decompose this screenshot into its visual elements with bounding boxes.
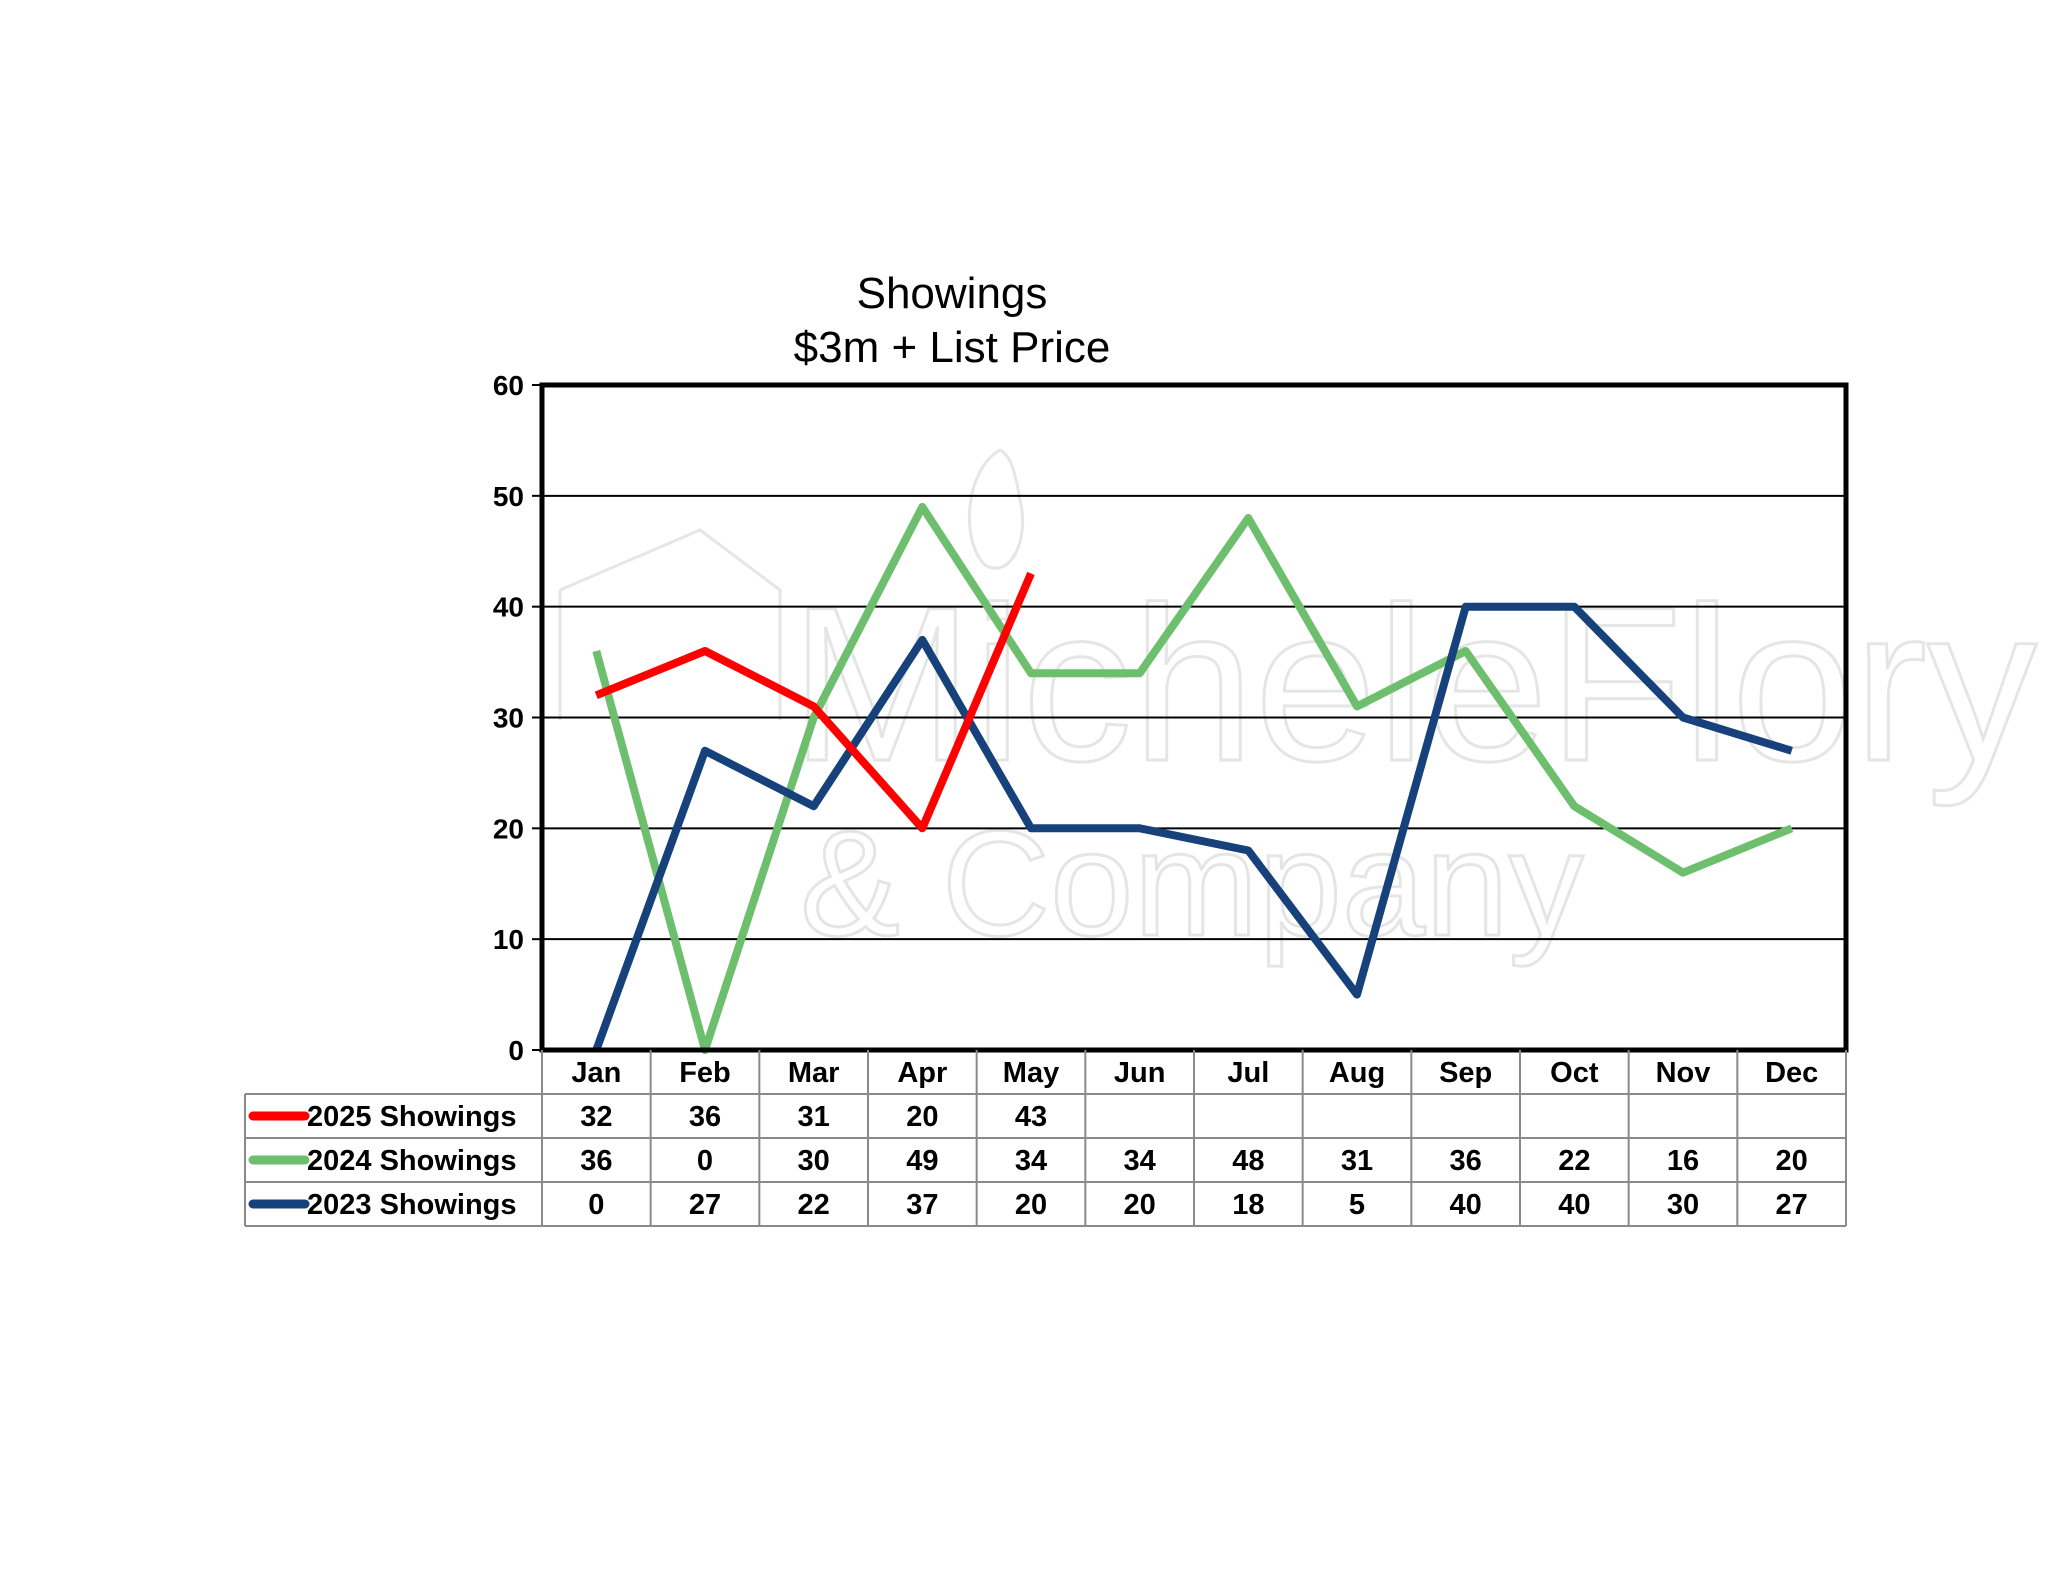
- y-tick-label: 0: [508, 1035, 524, 1066]
- table-cell-value: 20: [1124, 1189, 1156, 1221]
- y-tick-label: 20: [493, 813, 524, 844]
- month-label: Dec: [1765, 1057, 1818, 1089]
- month-label: Aug: [1329, 1057, 1385, 1089]
- y-tick-label: 50: [493, 481, 524, 512]
- month-label: Nov: [1656, 1057, 1711, 1089]
- month-label: Oct: [1550, 1057, 1599, 1089]
- table-cell-value: 20: [906, 1101, 938, 1133]
- data-table: Jan Feb Mar Apr May Jun Jul Aug Sep Oct Nov Dec 2025…: [244, 1050, 1847, 1227]
- y-axis-ticks: 0 10 20 30 40 50 60: [493, 370, 524, 1066]
- table-cell-value: 36: [1450, 1145, 1482, 1177]
- month-label: May: [1003, 1057, 1059, 1089]
- table-cell-value: 31: [798, 1101, 830, 1133]
- month-label: Feb: [679, 1057, 731, 1089]
- table-cell-value: 40: [1450, 1189, 1482, 1221]
- table-cell-value: 27: [689, 1189, 721, 1221]
- table-cell-value: 5: [1349, 1189, 1365, 1221]
- table-cell-value: 36: [689, 1101, 721, 1133]
- table-cell-value: 27: [1776, 1189, 1808, 1221]
- y-tick-label: 10: [493, 924, 524, 955]
- table-cell-value: 31: [1341, 1145, 1373, 1177]
- series-line-2025-showings: [594, 571, 1035, 833]
- table-cell-value: 22: [1558, 1145, 1590, 1177]
- table-cell-value: 20: [1015, 1189, 1047, 1221]
- y-tick-label: 60: [493, 370, 524, 401]
- table-cell-value: 22: [798, 1189, 830, 1221]
- watermark-logo: MicheleFlory & Company: [558, 448, 2038, 969]
- table-cell-value: 32: [580, 1101, 612, 1133]
- legend-label: 2023 Showings: [307, 1189, 517, 1221]
- table-cell-value: 40: [1558, 1189, 1590, 1221]
- y-tick-label: 40: [493, 592, 524, 623]
- table-cell-value: 0: [588, 1189, 604, 1221]
- month-label: Mar: [788, 1057, 840, 1089]
- table-cell-value: 34: [1015, 1145, 1047, 1177]
- month-label: Jul: [1227, 1057, 1269, 1089]
- series-lines: [592, 502, 1794, 1054]
- legend-label: 2024 Showings: [307, 1145, 517, 1177]
- table-cell-value: 37: [906, 1189, 938, 1221]
- table-cell-value: 34: [1124, 1145, 1156, 1177]
- series-line-2023-showings: [592, 602, 1793, 1052]
- chart-title: Showings: [857, 269, 1048, 318]
- table-cell-value: 16: [1667, 1145, 1699, 1177]
- legend-label: 2025 Showings: [307, 1101, 517, 1133]
- month-label: Jun: [1114, 1057, 1166, 1089]
- table-cell-value: 36: [580, 1145, 612, 1177]
- month-label: Apr: [897, 1057, 947, 1089]
- month-label: Jan: [571, 1057, 621, 1089]
- table-cell-value: 20: [1776, 1145, 1808, 1177]
- table-cell-value: 18: [1232, 1189, 1264, 1221]
- month-label: Sep: [1439, 1057, 1492, 1089]
- table-cell-value: 49: [906, 1145, 938, 1177]
- table-cell-value: 30: [1667, 1189, 1699, 1221]
- table-cell-value: 0: [697, 1145, 713, 1177]
- table-cell-value: 43: [1015, 1101, 1047, 1133]
- table-cell-value: 30: [798, 1145, 830, 1177]
- table-cell-value: 48: [1232, 1145, 1264, 1177]
- series-line-2024-showings: [592, 502, 1794, 1054]
- chart-subtitle: $3m + List Price: [794, 323, 1111, 372]
- y-tick-label: 30: [493, 703, 524, 734]
